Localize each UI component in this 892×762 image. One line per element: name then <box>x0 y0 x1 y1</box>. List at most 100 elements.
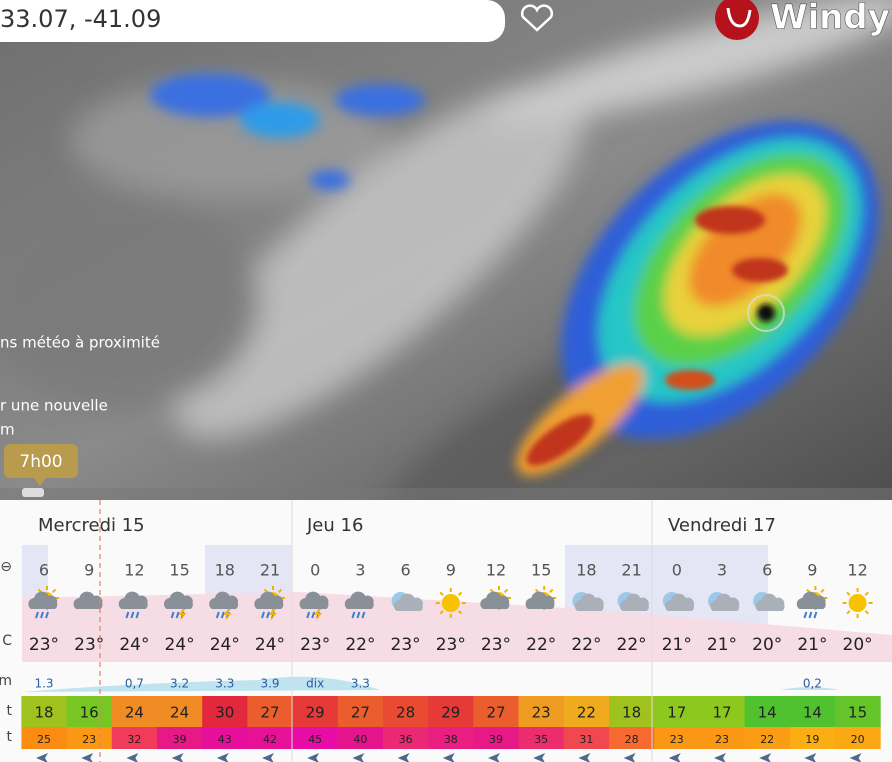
weather-icon <box>299 591 329 621</box>
logo-text[interactable]: Windy <box>770 0 890 38</box>
wind-arrow <box>488 753 500 762</box>
wind-arrow <box>714 753 726 762</box>
wind-speed: 24 <box>125 704 144 722</box>
rain-amount: 3.9 <box>260 677 279 691</box>
wind-arrow <box>36 753 48 762</box>
bolt <box>314 609 323 621</box>
drop <box>130 611 135 619</box>
weather-icon <box>525 586 557 610</box>
weather-icon <box>435 588 466 618</box>
wind-speed: 27 <box>351 704 370 722</box>
cloud <box>574 593 604 611</box>
row-label: m <box>0 673 12 689</box>
side-text[interactable]: ns météo à proximité <box>0 334 160 352</box>
timeline[interactable] <box>0 488 892 500</box>
hour-label: 18 <box>215 561 235 580</box>
wind-cell <box>789 696 836 727</box>
side-text[interactable]: m <box>0 421 15 439</box>
cloud <box>163 591 193 609</box>
sun-ray <box>277 588 283 594</box>
logo-icon[interactable] <box>715 0 759 40</box>
weather-icon <box>572 592 604 611</box>
cloud <box>755 593 785 611</box>
wind-arrow <box>668 753 681 762</box>
temperature: 20° <box>843 635 873 655</box>
wind-cell <box>337 696 384 727</box>
hour-label: 18 <box>576 561 596 580</box>
row-label: C <box>2 633 12 649</box>
drop <box>135 611 140 619</box>
wind-speed: 27 <box>486 704 505 722</box>
gust-cell <box>518 727 565 749</box>
temperature: 24° <box>255 635 285 655</box>
temperature: 24° <box>119 635 149 655</box>
wind-speed: 15 <box>848 704 867 722</box>
sun-ray <box>503 588 509 594</box>
hour-label: 9 <box>84 561 94 580</box>
search-text[interactable]: 33.07, -41.09 <box>0 5 161 33</box>
temperature: 23° <box>300 635 330 655</box>
wind-gust: 32 <box>127 733 141 746</box>
sun-ray <box>846 610 851 615</box>
sun-ray <box>846 591 851 596</box>
gust-cell <box>744 727 791 749</box>
wind-cell <box>292 696 339 727</box>
wind-speed: 28 <box>396 704 415 722</box>
wind-gust: 31 <box>579 733 593 746</box>
drop <box>261 611 265 619</box>
wind-gust: 45 <box>308 733 322 746</box>
gust-cell <box>21 727 68 749</box>
wind-cell <box>383 696 429 727</box>
drop <box>808 611 813 619</box>
hour-label: 15 <box>169 561 189 580</box>
wind-cell <box>428 696 474 727</box>
wind-cell <box>609 696 655 727</box>
gust-cell <box>609 727 655 749</box>
wind-gust: 28 <box>625 733 639 746</box>
drop <box>266 611 270 619</box>
wind-arrow <box>533 753 546 762</box>
hour-label: 12 <box>847 561 867 580</box>
bolt <box>223 609 232 621</box>
cloud <box>299 591 329 609</box>
drop <box>311 611 316 619</box>
sun-ray <box>51 588 57 594</box>
hour-label: 12 <box>124 561 144 580</box>
side-text[interactable]: r une nouvelle <box>0 397 108 415</box>
cloud <box>393 593 423 611</box>
cloud <box>344 591 374 609</box>
weather-icon <box>796 586 828 619</box>
cloud <box>118 591 148 609</box>
temperature: 24° <box>165 635 195 655</box>
bolt <box>269 609 277 621</box>
sun-ray <box>439 610 444 615</box>
gust-cell <box>789 727 836 749</box>
map[interactable] <box>0 0 892 563</box>
cloud <box>254 591 284 609</box>
drop <box>35 611 39 619</box>
search-bar[interactable] <box>0 0 505 42</box>
favorite-button[interactable] <box>520 4 554 32</box>
wind-arrow <box>849 753 862 762</box>
temperature: 23° <box>29 635 59 655</box>
wind-gust: 40 <box>353 733 367 746</box>
timeline-knob[interactable] <box>22 488 44 497</box>
wind-cell <box>202 696 248 727</box>
drop <box>356 611 361 619</box>
temperature: 21° <box>662 635 692 655</box>
gust-cell <box>202 727 248 749</box>
wind-speed: 27 <box>260 704 279 722</box>
wind-cell <box>473 696 520 727</box>
wind-arrow <box>442 753 455 762</box>
temperature: 22° <box>617 635 647 655</box>
row-label: ⊖ <box>0 559 12 575</box>
hour-label: 0 <box>672 561 682 580</box>
drop <box>351 611 356 619</box>
wind-arrow <box>307 753 320 762</box>
sun-ray <box>457 591 463 596</box>
weather-icon <box>118 591 148 619</box>
day-label: Jeu 16 <box>306 515 363 536</box>
hour-label: 6 <box>39 561 49 580</box>
sun-ray <box>864 591 869 596</box>
